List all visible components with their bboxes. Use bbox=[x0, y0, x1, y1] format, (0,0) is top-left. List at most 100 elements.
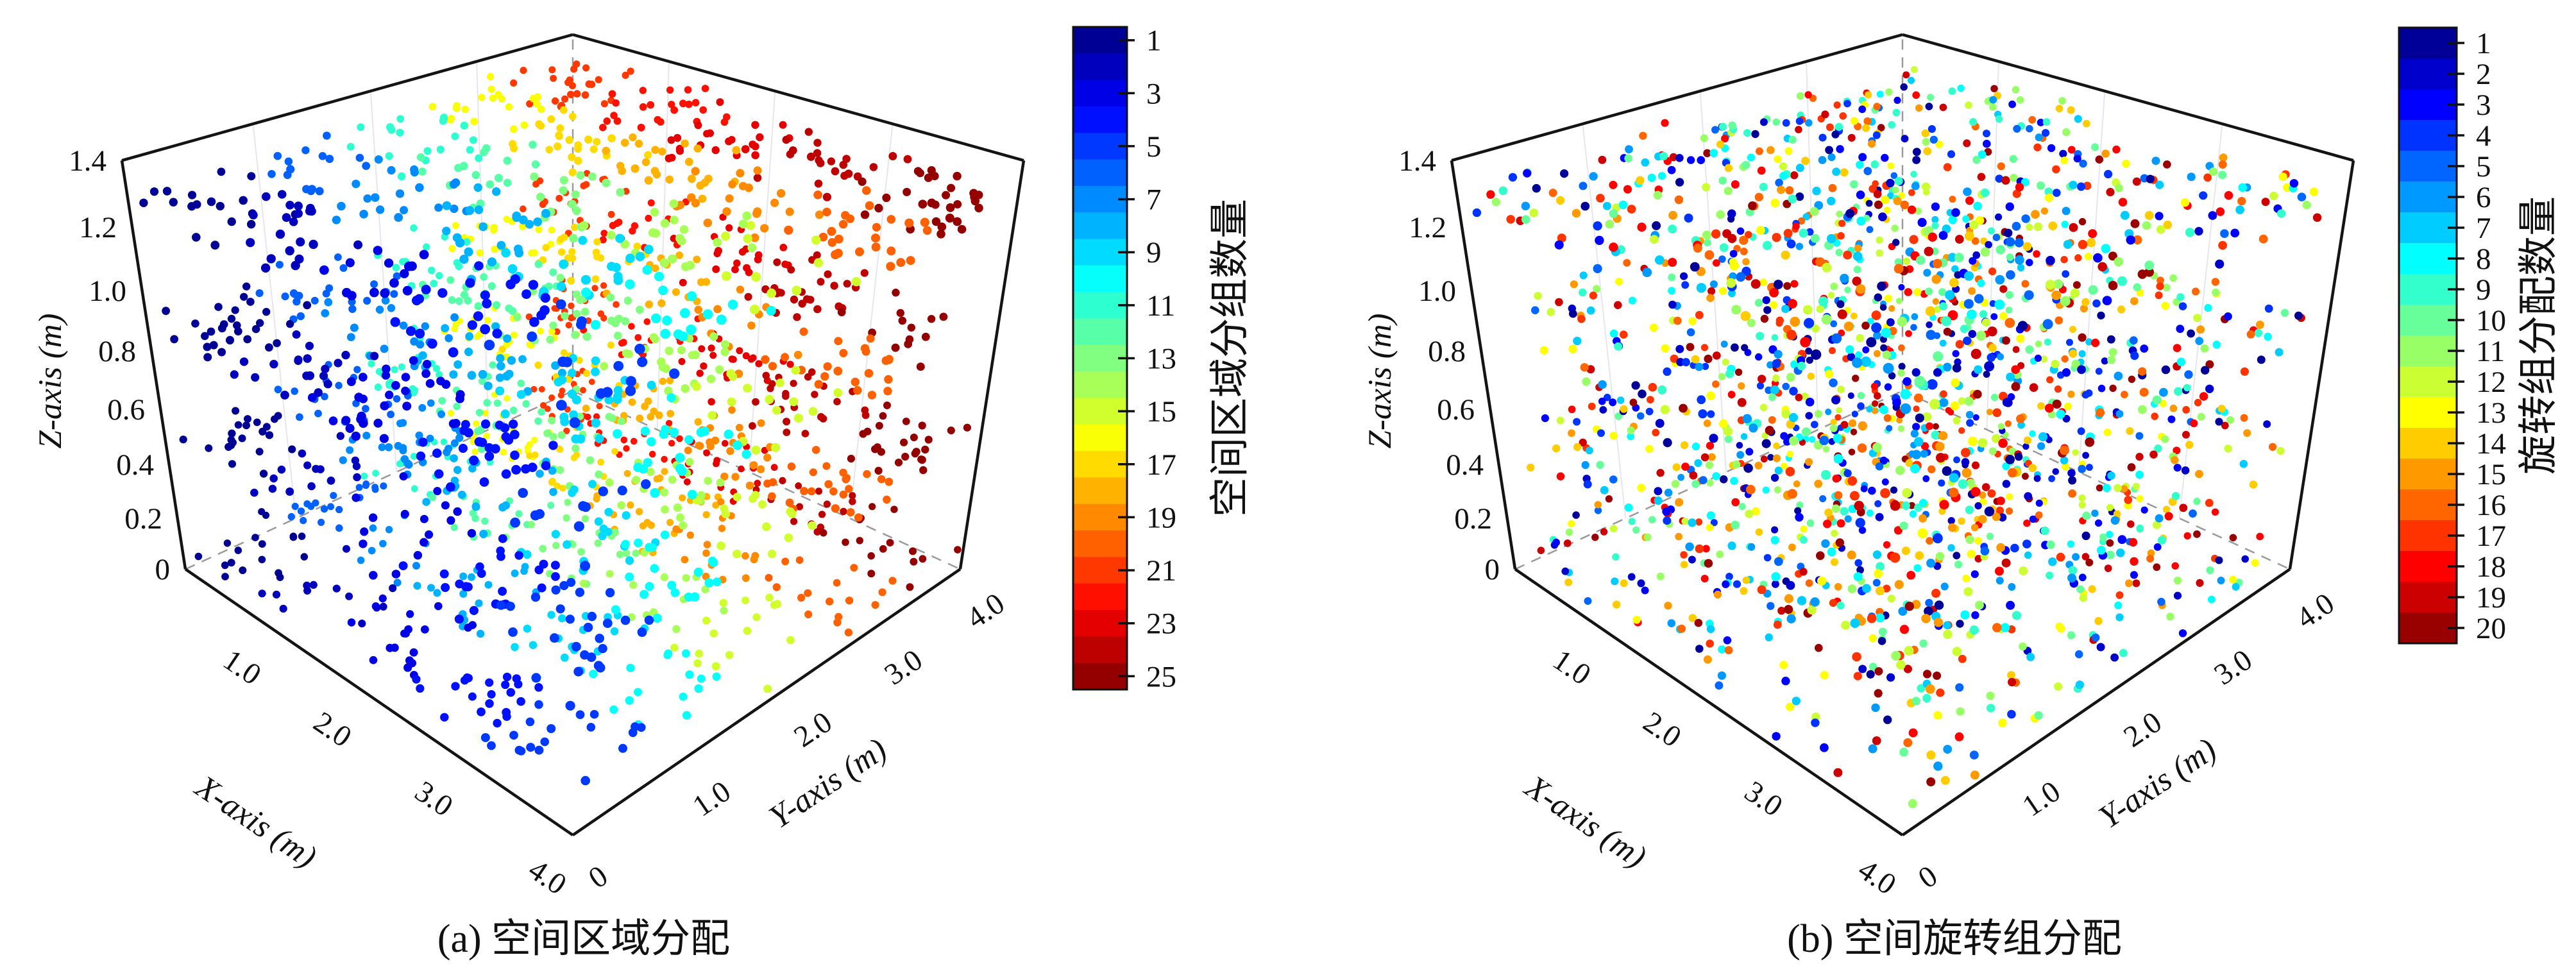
scatter-point bbox=[1656, 572, 1665, 580]
scatter-point bbox=[725, 650, 734, 659]
scatter-point bbox=[824, 480, 833, 489]
scatter-point bbox=[1845, 345, 1854, 354]
scatter-point bbox=[502, 371, 511, 381]
scatter-point bbox=[2022, 443, 2029, 450]
scatter-point bbox=[2176, 293, 2185, 301]
scatter-point bbox=[238, 434, 246, 443]
scatter-point bbox=[1969, 625, 1979, 635]
scatter-point bbox=[1883, 584, 1891, 593]
scatter-point bbox=[1609, 180, 1618, 189]
scatter-point bbox=[2012, 189, 2021, 198]
scatter-point bbox=[580, 275, 591, 285]
scatter-point bbox=[1748, 201, 1757, 210]
scatter-point bbox=[2144, 210, 2154, 220]
scatter-point bbox=[2004, 317, 2015, 328]
scatter-point bbox=[335, 524, 343, 532]
scatter-point bbox=[589, 145, 598, 153]
scatter-point bbox=[2205, 384, 2214, 393]
scatter-point bbox=[1555, 298, 1563, 307]
scatter-point bbox=[819, 414, 827, 423]
scatter-point bbox=[1941, 316, 1952, 326]
scatter-point bbox=[1960, 610, 1970, 620]
scatter-point bbox=[2220, 229, 2229, 239]
scatter-point bbox=[1927, 379, 1938, 390]
scatter-point bbox=[2012, 346, 2020, 353]
scatter-point bbox=[228, 429, 236, 437]
scatter-point bbox=[453, 102, 461, 110]
scatter-point bbox=[1932, 298, 1940, 305]
scatter-point bbox=[854, 513, 863, 522]
scatter-point bbox=[484, 339, 495, 351]
scatter-point bbox=[1723, 427, 1733, 436]
scatter-point bbox=[597, 310, 605, 317]
colorbar-segment bbox=[2399, 551, 2457, 582]
scatter-point bbox=[574, 157, 582, 165]
scatter-point bbox=[2034, 711, 2043, 720]
scatter-point bbox=[450, 439, 459, 447]
scatter-point bbox=[636, 305, 644, 314]
scatter-point bbox=[1968, 330, 1977, 338]
scatter-point bbox=[549, 487, 557, 496]
scatter-point bbox=[495, 90, 502, 99]
scatter-point bbox=[205, 444, 213, 452]
colorbar-tick-label: 2 bbox=[2476, 58, 2491, 91]
scatter-point bbox=[536, 122, 545, 130]
scatter-point bbox=[2033, 250, 2040, 258]
scatter-point bbox=[441, 501, 450, 510]
scatter-point bbox=[2095, 368, 2103, 375]
scatter-point bbox=[225, 443, 233, 451]
scatter-point bbox=[1751, 130, 1759, 139]
scatter-point bbox=[765, 394, 774, 405]
scatter-point bbox=[896, 309, 905, 317]
scatter-point bbox=[727, 397, 736, 407]
panel-a-x-axis-label: X-axis (m) bbox=[188, 768, 323, 876]
scatter-point bbox=[2229, 534, 2237, 542]
scatter-point bbox=[777, 189, 786, 198]
scatter-point bbox=[844, 169, 853, 178]
scatter-point bbox=[615, 218, 623, 226]
scatter-point bbox=[2130, 557, 2139, 566]
scatter-point bbox=[1834, 491, 1843, 500]
scatter-point bbox=[1741, 344, 1749, 351]
scatter-point bbox=[1713, 259, 1720, 267]
scatter-point bbox=[822, 207, 831, 217]
scatter-point bbox=[2277, 209, 2286, 218]
scatter-point bbox=[644, 244, 654, 255]
scatter-point bbox=[1965, 101, 1972, 109]
scatter-point bbox=[1718, 176, 1727, 185]
scatter-point bbox=[521, 563, 529, 571]
scatter-point bbox=[1897, 316, 1908, 327]
scatter-point bbox=[1970, 348, 1981, 359]
scatter-point bbox=[2140, 506, 2148, 514]
scatter-point bbox=[1647, 173, 1656, 182]
scatter-point bbox=[906, 256, 915, 266]
scatter-point bbox=[568, 153, 576, 162]
scatter-point bbox=[687, 193, 696, 202]
scatter-point bbox=[1920, 442, 1929, 450]
scatter-point bbox=[2117, 535, 2127, 545]
scatter-point bbox=[600, 362, 609, 371]
scatter-point bbox=[2155, 180, 2164, 189]
scatter-point bbox=[389, 584, 397, 593]
scatter-point bbox=[833, 398, 841, 405]
scatter-point bbox=[1883, 541, 1891, 548]
scatter-point bbox=[1917, 217, 1927, 227]
scatter-point bbox=[1730, 477, 1738, 486]
scatter-point bbox=[2074, 650, 2083, 659]
scatter-point bbox=[2104, 564, 2112, 572]
scatter-point bbox=[866, 334, 875, 343]
scatter-point bbox=[743, 264, 751, 272]
scatter-point bbox=[1992, 233, 2001, 242]
scatter-point bbox=[858, 177, 867, 186]
scatter-point bbox=[450, 313, 459, 322]
scatter-point bbox=[234, 421, 242, 429]
scatter-point bbox=[1498, 186, 1508, 196]
scatter-point bbox=[1902, 487, 1912, 498]
scatter-point bbox=[230, 370, 239, 379]
scatter-point bbox=[650, 564, 659, 573]
scatter-point bbox=[1873, 350, 1881, 357]
scatter-point bbox=[353, 473, 361, 482]
scatter-point bbox=[2088, 285, 2098, 295]
scatter-point bbox=[1570, 280, 1578, 289]
